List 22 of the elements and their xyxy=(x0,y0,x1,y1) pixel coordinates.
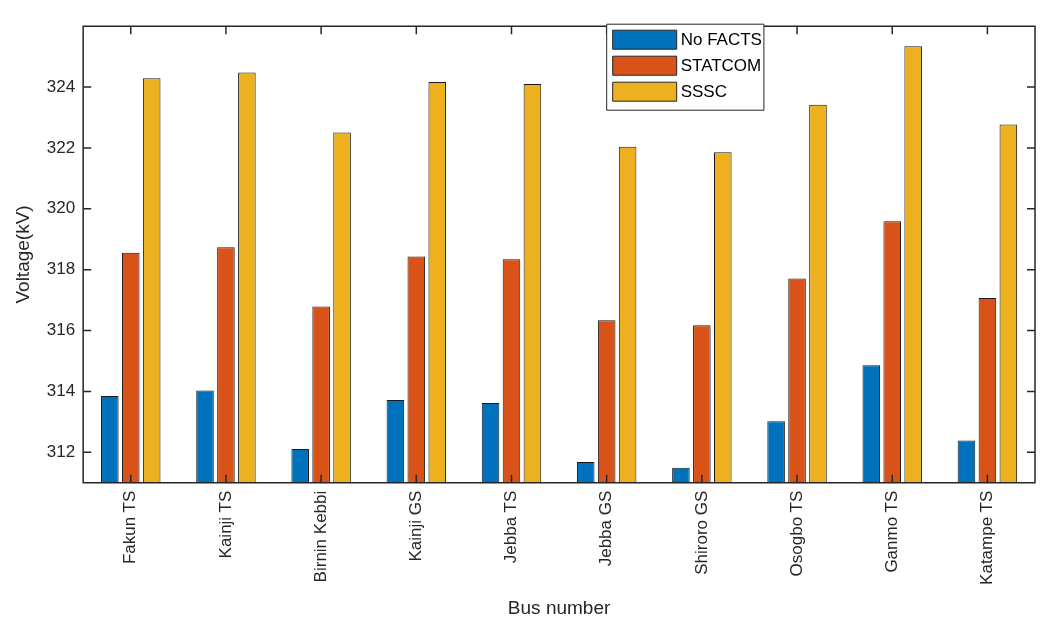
x-tick-label: Kainji TS xyxy=(215,490,235,559)
y-tick-label: 318 xyxy=(46,259,76,279)
y-tick-label: 324 xyxy=(46,76,76,96)
x-tick-label: Ganmo TS xyxy=(881,490,901,573)
legend-label: SSSC xyxy=(680,81,727,101)
legend-label: No FACTS xyxy=(680,29,762,49)
x-tick-label: Jebba GS xyxy=(596,490,616,567)
y-axis-title: Voltage(kV) xyxy=(11,205,33,304)
y-tick-label: 320 xyxy=(46,198,76,218)
x-axis-title: Bus number xyxy=(507,596,611,618)
x-tick-label: Osogbo TS xyxy=(786,490,806,577)
x-tick-label: Kainji GS xyxy=(405,490,425,562)
x-tick-label: Jebba TS xyxy=(501,490,521,564)
y-tick-label: 316 xyxy=(46,320,76,340)
y-tick-label: 312 xyxy=(46,441,76,461)
x-tick-label: Katampe TS xyxy=(977,490,997,585)
y-tick-label: 322 xyxy=(46,137,76,157)
x-tick-label: Birnin Kebbi xyxy=(310,490,330,583)
x-tick-label: Fakun TS xyxy=(120,490,140,565)
legend-label: STATCOM xyxy=(680,55,762,75)
y-tick-label: 314 xyxy=(46,381,76,401)
x-tick-label: Shiroro GS xyxy=(691,490,711,575)
